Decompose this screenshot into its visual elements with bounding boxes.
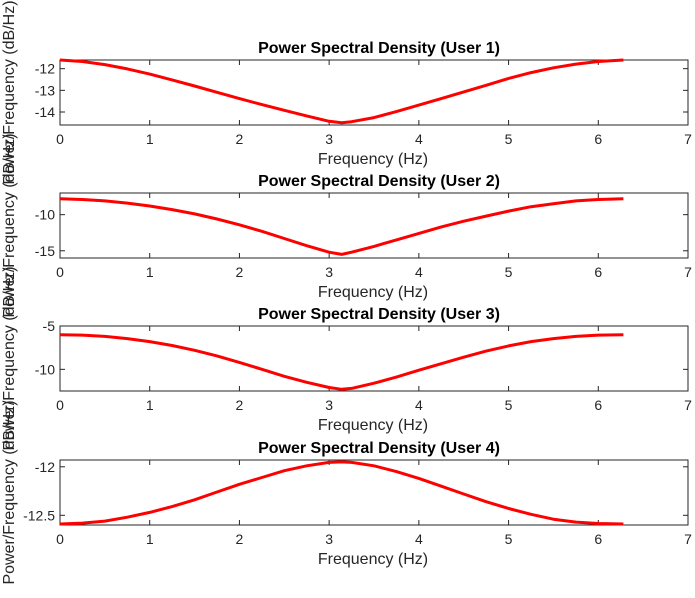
subplot-3: 0 1 2 3 4 5 6 7 -5 -10 Power Spectral Density (Use… bbox=[1, 266, 692, 450]
y-tick-label: -12 bbox=[35, 459, 55, 475]
subplot-2: 0 1 2 3 4 5 6 7 -10 -15 Power Spectral Density (Us… bbox=[1, 133, 692, 317]
x-tick-label: 5 bbox=[505, 131, 513, 147]
x-tick-label: 4 bbox=[415, 264, 423, 280]
x-tick-label: 4 bbox=[415, 131, 423, 147]
x-tick-label: 1 bbox=[146, 531, 154, 547]
x-tick-label: 2 bbox=[236, 531, 244, 547]
x-tick-label: 7 bbox=[684, 264, 692, 280]
subplot-4: 0 1 2 3 4 5 6 7 -12 -12.5 Power Spectral Density (… bbox=[1, 400, 692, 584]
x-tick-label: 6 bbox=[594, 397, 602, 413]
chart-title: Power Spectral Density (User 4) bbox=[258, 440, 500, 457]
series-line bbox=[59, 460, 624, 526]
series-line bbox=[59, 333, 624, 391]
x-tick-label: 1 bbox=[146, 264, 154, 280]
x-tick-label: 3 bbox=[325, 531, 333, 547]
x-tick-label: 2 bbox=[236, 397, 244, 413]
x-tick-label: 4 bbox=[415, 531, 423, 547]
y-tick-label: -15 bbox=[35, 243, 55, 259]
y-tick-label: -13 bbox=[35, 82, 55, 98]
y-tick-label: -10 bbox=[35, 207, 55, 223]
x-tick-label: 5 bbox=[505, 264, 513, 280]
y-tick-label: -14 bbox=[35, 104, 55, 120]
x-tick-label: 0 bbox=[56, 397, 64, 413]
x-axis-label: Frequency (Hz) bbox=[318, 417, 428, 434]
x-tick-label: 6 bbox=[594, 264, 602, 280]
x-tick-label: 3 bbox=[325, 131, 333, 147]
x-tick-label: 0 bbox=[56, 531, 64, 547]
y-axis-label: Power/Frequency (dB/Hz) bbox=[1, 400, 18, 584]
x-axis-label: Frequency (Hz) bbox=[318, 551, 428, 568]
axes-frame bbox=[59, 192, 689, 259]
x-tick-label: 4 bbox=[415, 397, 423, 413]
chart-title: Power Spectral Density (User 3) bbox=[258, 306, 500, 323]
y-axis-label: Power/Frequency (dB/Hz) bbox=[1, 133, 18, 317]
y-tick-label: -5 bbox=[43, 318, 56, 334]
x-axis-label: Frequency (Hz) bbox=[318, 284, 428, 301]
x-tick-label: 2 bbox=[236, 131, 244, 147]
x-tick-label: 7 bbox=[684, 531, 692, 547]
x-tick-label: 0 bbox=[56, 131, 64, 147]
axes-frame bbox=[59, 59, 689, 126]
x-tick-label: 5 bbox=[505, 397, 513, 413]
x-tick-label: 3 bbox=[325, 397, 333, 413]
y-axis-label: Power/Frequency (dB/Hz) bbox=[1, 0, 18, 184]
series-line bbox=[59, 58, 624, 125]
x-tick-label: 7 bbox=[684, 131, 692, 147]
x-tick-label: 0 bbox=[56, 264, 64, 280]
chart-title: Power Spectral Density (User 1) bbox=[258, 40, 500, 57]
x-tick-label: 1 bbox=[146, 131, 154, 147]
y-tick-label: -10 bbox=[35, 361, 55, 377]
axes-frame bbox=[59, 459, 689, 526]
x-tick-label: 7 bbox=[684, 397, 692, 413]
x-tick-label: 6 bbox=[594, 531, 602, 547]
y-axis-label: Power/Frequency (dB/Hz) bbox=[1, 266, 18, 450]
x-tick-label: 1 bbox=[146, 397, 154, 413]
x-tick-label: 3 bbox=[325, 264, 333, 280]
y-tick-label: -12 bbox=[35, 61, 55, 77]
x-tick-label: 6 bbox=[594, 131, 602, 147]
chart-title: Power Spectral Density (User 2) bbox=[258, 173, 500, 190]
x-axis-label: Frequency (Hz) bbox=[318, 151, 428, 168]
series-line bbox=[59, 197, 624, 256]
x-tick-label: 5 bbox=[505, 531, 513, 547]
y-tick-label: -12.5 bbox=[23, 507, 55, 523]
x-tick-label: 2 bbox=[236, 264, 244, 280]
subplot-1: 0 1 2 3 4 5 6 7 -12 -13 -14 Power Spectral Density … bbox=[1, 0, 692, 184]
